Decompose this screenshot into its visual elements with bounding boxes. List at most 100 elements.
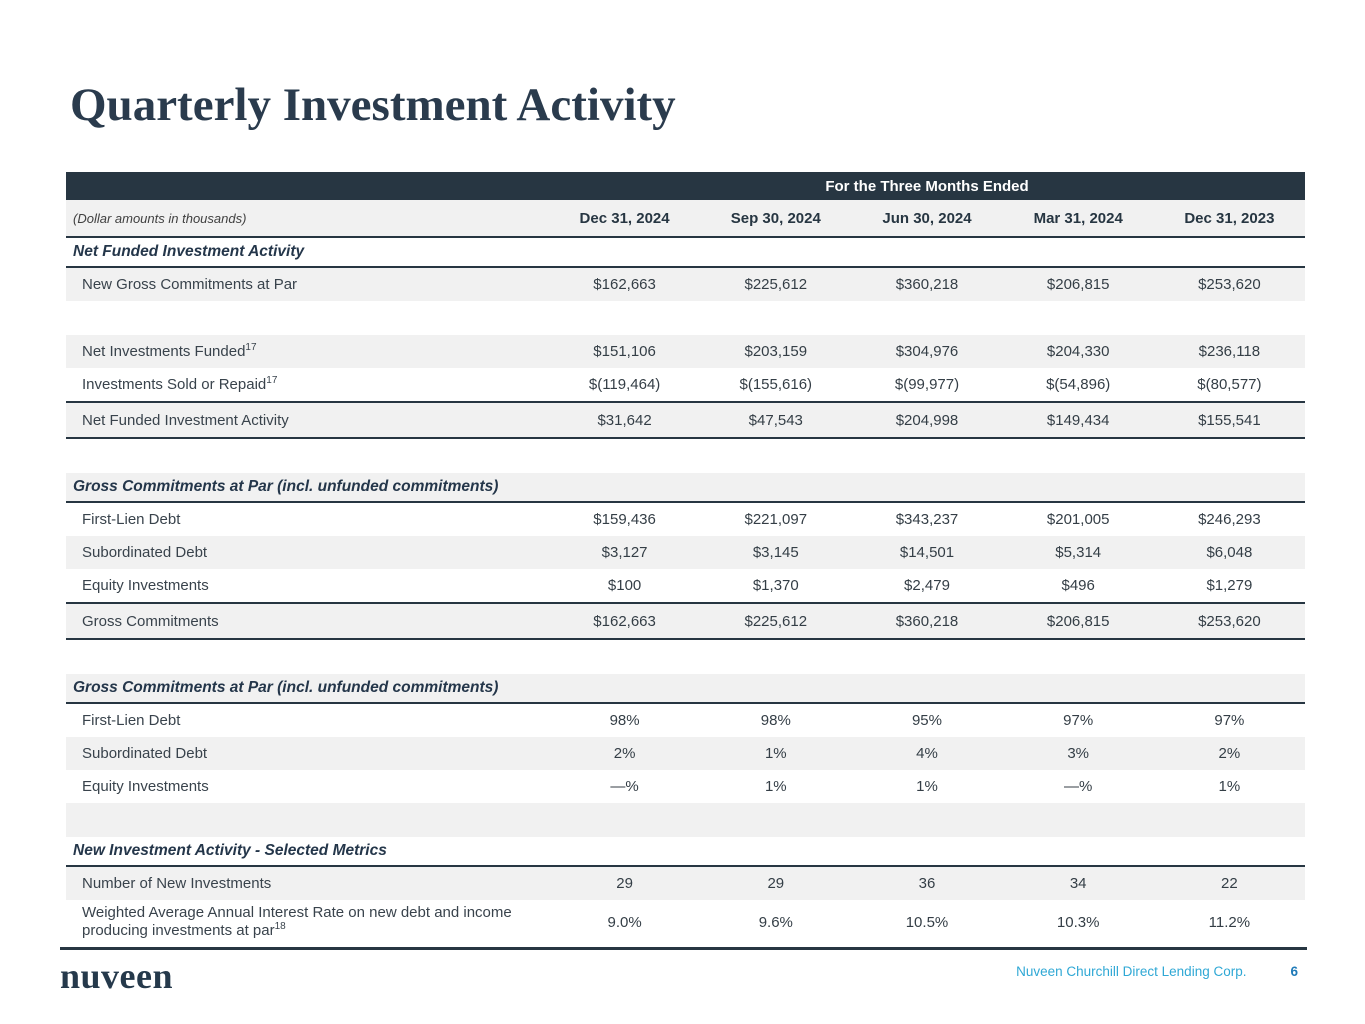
cell-value: $206,815	[1046, 612, 1110, 630]
cell-value: $155,541	[1198, 411, 1261, 429]
cell-value: 10.3%	[1056, 914, 1100, 931]
row-label: Gross Commitments at Par (incl. unfunded…	[73, 478, 499, 495]
cell-value: $236,118	[1198, 343, 1261, 360]
page-number: 6	[1290, 964, 1298, 979]
column-header-row: (Dollar amounts in thousands) Dec 31, 20…	[66, 200, 1305, 238]
cell-value: $6,048	[1206, 544, 1253, 561]
cell-value: $253,620	[1198, 276, 1261, 293]
table-row: Weighted Average Annual Interest Rate on…	[66, 900, 1305, 945]
cell-value: $(119,464)	[588, 376, 661, 393]
column-header: Dec 31, 2024	[579, 209, 670, 227]
spacer-row	[66, 803, 1305, 837]
section-header-row: New Investment Activity - Selected Metri…	[66, 837, 1305, 867]
row-label: Number of New Investments	[82, 875, 272, 892]
footnote-ref: 18	[274, 921, 286, 932]
cell-value: $1,279	[1206, 577, 1253, 594]
cell-value: 10.5%	[905, 914, 949, 931]
footer-divider	[60, 947, 1307, 950]
cell-value: 98%	[609, 712, 640, 729]
spacer-row	[66, 640, 1305, 674]
cell-value: $14,501	[899, 544, 955, 561]
cell-value: 9.6%	[758, 914, 793, 931]
spacer-row	[66, 301, 1305, 335]
cell-value: $343,237	[895, 511, 959, 528]
cell-value: 1%	[764, 745, 787, 762]
cell-value: 1%	[1218, 778, 1241, 795]
cell-value: $151,106	[593, 343, 656, 360]
cell-value: $162,663	[593, 276, 656, 293]
row-label: Equity Investments	[82, 577, 209, 594]
table-row: First-Lien Debt $159,436 $221,097 $343,237 $…	[66, 503, 1305, 536]
cell-value: $159,436	[593, 511, 656, 528]
footnote-ref: 17	[266, 375, 278, 386]
table-row: Number of New Investments 29 29 36 34 22	[66, 867, 1305, 900]
column-header: Dec 31, 2023	[1184, 209, 1275, 227]
footer-right: Nuveen Churchill Direct Lending Corp. 6	[1016, 964, 1298, 979]
cell-value: $162,663	[593, 612, 656, 630]
spacer-row	[66, 439, 1305, 473]
table-row: Net Investments Funded17 $151,106 $203,159…	[66, 335, 1305, 368]
cell-value: $304,976	[895, 343, 959, 360]
cell-value: $360,218	[895, 276, 959, 293]
table-row: New Gross Commitments at Par $162,663 $225…	[66, 268, 1305, 301]
banner-label: For the Three Months Ended	[825, 177, 1029, 195]
row-label: Subordinated Debt	[82, 745, 208, 762]
cell-value: $(80,577)	[1197, 376, 1262, 393]
cell-value: $201,005	[1046, 511, 1110, 528]
nuveen-logo: nuveen	[60, 956, 174, 996]
row-label: Net Investments Funded17	[82, 342, 257, 361]
cell-value: $204,998	[895, 411, 959, 429]
footnote-ref: 17	[245, 342, 257, 353]
cell-value: 9.0%	[607, 914, 642, 931]
cell-value: 11.2%	[1208, 914, 1251, 931]
table-row: Equity Investments $100 $1,370 $2,479 $496 $1…	[66, 569, 1305, 602]
cell-value: 97%	[1214, 712, 1245, 729]
row-label: Net Funded Investment Activity	[73, 243, 305, 260]
units-note: (Dollar amounts in thousands)	[73, 210, 247, 226]
cell-value: 36	[918, 875, 936, 892]
cell-value: 34	[1069, 875, 1087, 892]
cell-value: $1,370	[752, 577, 799, 594]
company-name: Nuveen Churchill Direct Lending Corp.	[1016, 964, 1247, 979]
cell-value: $100	[607, 577, 642, 594]
cell-value: —%	[610, 778, 639, 795]
cell-value: $(54,896)	[1046, 376, 1111, 393]
row-label: First-Lien Debt	[82, 712, 181, 729]
cell-value: $225,612	[744, 276, 808, 293]
cell-value: $(99,977)	[894, 376, 960, 393]
row-label: First-Lien Debt	[82, 511, 181, 528]
cell-value: 98%	[760, 712, 791, 729]
cell-value: —%	[1064, 778, 1093, 795]
cell-value: 3%	[1067, 745, 1090, 762]
section-header-row: Net Funded Investment Activity	[66, 238, 1305, 268]
section-header-row: Gross Commitments at Par (incl. unfunded…	[66, 674, 1305, 704]
row-label: Gross Commitments	[82, 612, 219, 630]
cell-value: $225,612	[744, 612, 808, 630]
cell-value: $203,159	[744, 343, 808, 360]
cell-value: 95%	[911, 712, 942, 729]
row-label: Equity Investments	[82, 778, 209, 795]
cell-value: 2%	[613, 745, 636, 762]
cell-value: 22	[1221, 875, 1238, 892]
row-label: Investments Sold or Repaid17	[82, 375, 278, 394]
table-row: Equity Investments —% 1% 1% —% 1%	[66, 770, 1305, 803]
cell-value: $204,330	[1046, 343, 1110, 360]
table-row: First-Lien Debt 98% 98% 95% 97% 97%	[66, 704, 1305, 737]
section-header-row: Gross Commitments at Par (incl. unfunded…	[66, 473, 1305, 503]
row-label: New Investment Activity - Selected Metri…	[73, 842, 387, 859]
row-label: Weighted Average Annual Interest Rate on…	[82, 904, 512, 939]
row-label: Gross Commitments at Par (incl. unfunded…	[73, 679, 499, 696]
cell-value: $253,620	[1198, 612, 1261, 630]
row-label: Net Funded Investment Activity	[82, 411, 289, 429]
total-row: Gross Commitments $162,663 $225,612 $360,21…	[66, 602, 1305, 640]
table-body: Net Funded Investment Activity New Gross …	[66, 238, 1305, 945]
column-header: Jun 30, 2024	[882, 209, 972, 227]
cell-value: 1%	[764, 778, 787, 795]
table-row: Subordinated Debt $3,127 $3,145 $14,501 $5,3…	[66, 536, 1305, 569]
table-row: Subordinated Debt 2% 1% 4% 3% 2%	[66, 737, 1305, 770]
cell-value: $149,434	[1046, 411, 1110, 429]
cell-value: $360,218	[895, 612, 959, 630]
table-row: Investments Sold or Repaid17 $(119,464) $(…	[66, 368, 1305, 401]
cell-value: $3,127	[601, 544, 648, 561]
